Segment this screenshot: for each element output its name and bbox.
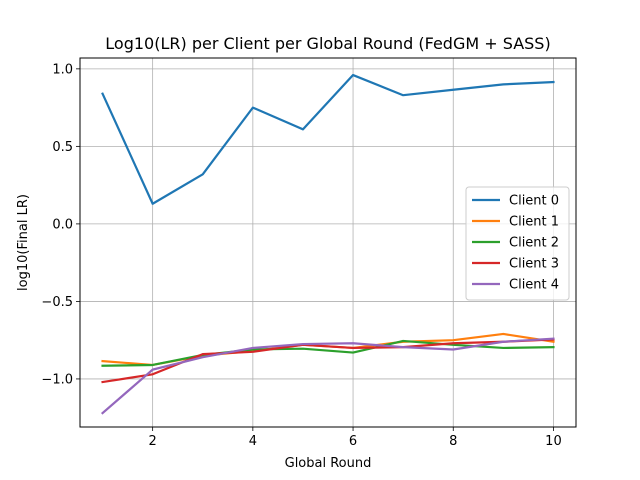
y-tick-label: −1.0 <box>41 372 73 387</box>
grid-lines <box>80 58 576 427</box>
legend-label: Client 2 <box>509 236 559 251</box>
legend-box <box>465 186 570 301</box>
chart-title: Log10(LR) per Client per Global Round (F… <box>105 34 550 53</box>
legend-label: Client 4 <box>509 278 559 293</box>
legend-label: Client 3 <box>509 257 559 272</box>
y-tick-label: 1.0 <box>52 62 73 77</box>
x-tick-label: 4 <box>249 434 257 449</box>
y-tick-label: 0.5 <box>52 140 73 155</box>
y-axis-label: log10(Final LR) <box>16 194 31 291</box>
series-lines <box>100 73 555 415</box>
y-tick-label: 0.0 <box>52 217 73 232</box>
legend: Client 0 Client 1 Client 2 Client 3 Client 4 <box>465 186 570 301</box>
series-line-client-0 <box>101 73 555 205</box>
x-axis-label: Global Round <box>285 456 372 471</box>
legend-label: Client 0 <box>509 194 559 209</box>
legend-label: Client 1 <box>509 215 559 230</box>
y-tick-label: −0.5 <box>41 295 73 310</box>
plot-frame <box>79 57 577 428</box>
axis-ticks: 2 4 6 8 10 −1.0 −0.5 0.0 0.5 1.0 <box>41 62 561 449</box>
x-tick-label: 6 <box>349 434 357 449</box>
x-tick-label: 10 <box>545 434 562 449</box>
x-tick-label: 8 <box>449 434 457 449</box>
series-line-client-4 <box>100 337 555 415</box>
x-tick-label: 2 <box>149 434 157 449</box>
